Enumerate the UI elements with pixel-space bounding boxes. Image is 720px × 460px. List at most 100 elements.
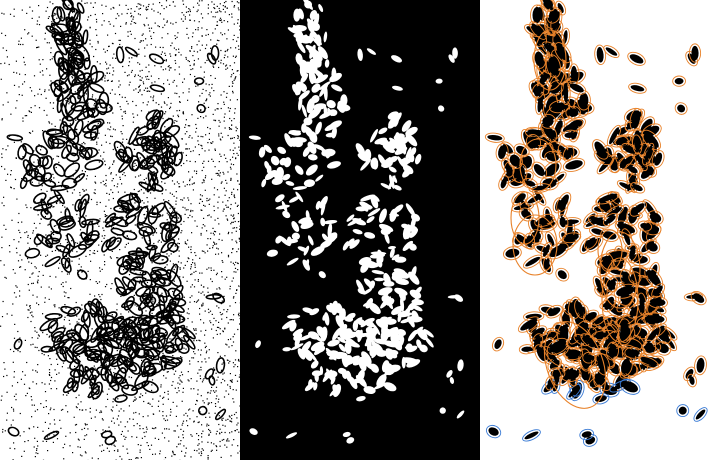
cell-outline [73, 369, 81, 385]
cell-fill [608, 279, 616, 291]
cell-mask [303, 348, 313, 361]
cell-detection-ellipse [621, 228, 633, 248]
cell-mask [378, 316, 392, 324]
cell-mask [400, 296, 405, 312]
cell-mask [305, 164, 318, 176]
cell-outline [127, 343, 138, 359]
cell-outline [55, 215, 74, 226]
cell-detection-ellipse [631, 274, 654, 289]
cell-mask [328, 109, 338, 117]
cell-mask [423, 329, 434, 338]
cell-fill [585, 436, 596, 445]
cell-outline [193, 77, 205, 86]
cell-fill [548, 8, 559, 22]
cell-outline [162, 344, 177, 353]
cell-fill [593, 316, 604, 324]
cell-mask [263, 144, 272, 153]
cell-mask [419, 344, 428, 353]
cell-detection-ellipse [557, 214, 569, 230]
cell-outline [151, 183, 164, 192]
cell-outline [142, 229, 152, 247]
cell-detection-ellipse [606, 341, 620, 361]
cell-fill [542, 244, 550, 257]
cell-mask [255, 340, 261, 349]
cell-mask [318, 271, 326, 279]
cell-mask [309, 308, 320, 316]
cell-mask [377, 138, 386, 146]
cell-fill [551, 102, 568, 111]
cell-mask [376, 374, 387, 388]
cell-outline [135, 285, 156, 298]
cell-outline [134, 254, 144, 270]
cell-mask [305, 44, 319, 55]
cell-outline [149, 84, 166, 93]
cell-outline [33, 234, 44, 246]
cell-outline [69, 81, 83, 95]
cell-detection-ellipse [542, 160, 562, 180]
cell-fill [627, 165, 638, 174]
cluster-detection-ellipse [510, 191, 540, 245]
cell-outline [64, 208, 72, 223]
cell-mask [449, 377, 455, 385]
cell-detection-ellipse [632, 134, 643, 155]
cell-fill [558, 194, 569, 210]
cell-detection-ellipse [676, 404, 690, 418]
cell-fill [649, 212, 662, 223]
cell-outline [206, 52, 217, 65]
cell-mask [275, 235, 282, 244]
cell-detection-ellipse [624, 346, 643, 359]
cell-mask [306, 98, 315, 114]
cell-mask [323, 84, 328, 101]
cell-mask [360, 194, 376, 202]
cell-mask [397, 313, 402, 323]
cell-outline [62, 243, 71, 258]
cell-mask [282, 173, 291, 181]
cell-detection-ellipse [605, 277, 619, 293]
cell-detection-ellipse [651, 283, 666, 299]
cell-mask [364, 334, 376, 347]
cell-mask [380, 183, 392, 190]
cell-outline [159, 117, 174, 135]
cell-fill [623, 145, 637, 154]
cell-fill [549, 244, 567, 258]
cell-outline [159, 357, 178, 367]
cell-outline [138, 225, 154, 237]
cell-mask [402, 168, 412, 178]
cell-detection-ellipse [522, 429, 541, 442]
cell-mask [303, 245, 310, 256]
noisy-input-panel-canvas [0, 0, 240, 460]
cell-mask [320, 240, 333, 249]
cell-outline [153, 136, 161, 153]
cell-fill [693, 293, 705, 303]
cell-outline [66, 377, 74, 389]
cell-detection-ellipse [647, 210, 664, 225]
cell-mask [304, 0, 312, 8]
cell-detection-ellipse [517, 316, 540, 333]
cell-outline [148, 53, 165, 65]
cell-mask [327, 223, 333, 238]
cell-fill [524, 180, 536, 187]
cell-fill [647, 242, 658, 252]
cell-detection-ellipse [689, 43, 702, 63]
cell-fill [562, 369, 580, 380]
cell-mask [365, 298, 374, 309]
cell-mask [352, 217, 367, 226]
cell-outline [53, 334, 62, 350]
cell-detection-ellipse [638, 355, 660, 369]
cell-outline [64, 257, 71, 269]
cell-mask [457, 359, 464, 372]
cell-mask [335, 315, 345, 329]
cell-fill [503, 168, 519, 182]
cell-outline [155, 153, 167, 170]
cell-detection-ellipse [523, 232, 535, 249]
cell-mask [369, 345, 376, 357]
cell-outline [128, 361, 141, 375]
cell-mask [373, 382, 388, 390]
cell-detection-ellipse [580, 333, 602, 350]
cell-mask [331, 84, 343, 92]
cell-outline [95, 300, 105, 318]
cell-mask [309, 10, 318, 20]
cell-outline [100, 350, 111, 370]
cell-mask [277, 146, 287, 154]
cell-mask [340, 94, 348, 107]
